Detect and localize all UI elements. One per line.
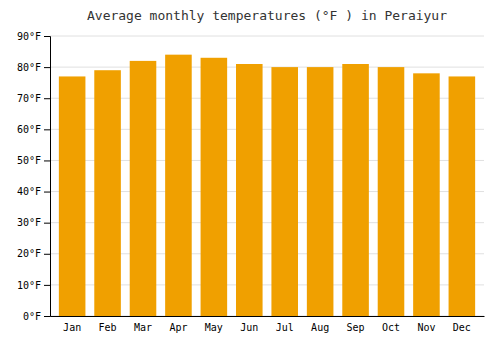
axis-line xyxy=(44,37,51,317)
x-tick-label: Dec xyxy=(453,322,471,333)
x-tick: Sep xyxy=(347,322,365,333)
y-tick: 50°F xyxy=(17,155,50,166)
x-tick: Dec xyxy=(453,322,471,333)
y-tick-mark xyxy=(44,160,50,161)
x-tick-label: Jul xyxy=(276,322,294,333)
x-tick-label: Sep xyxy=(347,322,365,333)
x-tick: Jun xyxy=(240,322,258,333)
x-tick-label: Apr xyxy=(169,322,187,333)
y-tick-label: 10°F xyxy=(17,280,41,291)
x-tick-label: Aug xyxy=(311,322,329,333)
bars xyxy=(59,55,475,316)
x-tick-label: May xyxy=(205,322,223,333)
y-tick: 20°F xyxy=(17,248,50,259)
y-tick: 0°F xyxy=(23,311,50,322)
plot: Jan Feb Mar Apr May Jun Jul Aug Sep Oct Nov Dec 0°F 1… xyxy=(17,31,485,333)
x-tick: Jul xyxy=(276,322,294,333)
axis-line xyxy=(51,316,485,317)
y-tick-label: 20°F xyxy=(17,248,41,259)
y-axis: 0°F 10°F 20°F 30°F 40°F 50°F 60°F 70°F 80°F 90°F xyxy=(17,31,51,322)
x-tick: Feb xyxy=(99,322,117,333)
y-tick-mark xyxy=(44,129,50,130)
grid-line xyxy=(50,67,484,68)
x-tick-label: Feb xyxy=(99,322,117,333)
y-tick-label: 0°F xyxy=(23,311,41,322)
bar xyxy=(201,58,228,316)
x-tick: Oct xyxy=(382,322,400,333)
y-tick-label: 80°F xyxy=(17,62,41,73)
bar xyxy=(449,76,476,316)
y-tick: 40°F xyxy=(17,186,50,197)
bar xyxy=(307,67,334,316)
x-tick: Apr xyxy=(169,322,187,333)
y-tick-mark xyxy=(44,223,50,224)
x-tick: Aug xyxy=(311,322,329,333)
bar xyxy=(59,76,86,316)
x-tick: Nov xyxy=(417,322,435,333)
bar xyxy=(165,55,192,316)
y-tick: 30°F xyxy=(17,217,50,228)
y-tick-mark xyxy=(44,285,50,286)
x-tick-label: Nov xyxy=(417,322,435,333)
bar xyxy=(378,67,405,316)
y-tick-label: 50°F xyxy=(17,155,41,166)
y-tick: 90°F xyxy=(17,31,50,42)
y-tick-label: 40°F xyxy=(17,186,41,197)
y-tick-label: 30°F xyxy=(17,217,41,228)
grid-line xyxy=(50,36,484,37)
bar xyxy=(271,67,298,316)
title: Average monthly temperatures (°F ) in Pe… xyxy=(87,8,447,23)
y-tick-mark xyxy=(44,316,50,317)
x-tick-label: Jun xyxy=(240,322,258,333)
x-tick-label: Jan xyxy=(63,322,81,333)
y-tick-label: 90°F xyxy=(17,31,41,42)
y-tick-mark xyxy=(44,254,50,255)
y-tick-mark xyxy=(44,98,50,99)
y-tick-mark xyxy=(44,192,50,193)
bar xyxy=(342,64,369,316)
chart: Jan Feb Mar Apr May Jun Jul Aug Sep Oct Nov Dec 0°F 1… xyxy=(0,0,500,350)
bar xyxy=(130,61,157,316)
y-tick: 80°F xyxy=(17,62,50,73)
y-tick: 60°F xyxy=(17,124,50,135)
y-tick: 70°F xyxy=(17,93,50,104)
y-tick-label: 70°F xyxy=(17,93,41,104)
x-tick: Mar xyxy=(134,322,152,333)
x-tick-label: Oct xyxy=(382,322,400,333)
x-axis: Jan Feb Mar Apr May Jun Jul Aug Sep Oct Nov Dec xyxy=(51,317,485,334)
bar xyxy=(94,70,121,316)
y-tick-mark xyxy=(44,67,50,68)
x-tick: Jan xyxy=(63,322,81,333)
y-tick: 10°F xyxy=(17,280,50,291)
y-tick-mark xyxy=(44,36,50,37)
x-tick: May xyxy=(205,322,223,333)
y-tick-label: 60°F xyxy=(17,124,41,135)
grid xyxy=(50,36,484,316)
x-tick-label: Mar xyxy=(134,322,152,333)
bar xyxy=(236,64,263,316)
bar xyxy=(413,73,440,316)
